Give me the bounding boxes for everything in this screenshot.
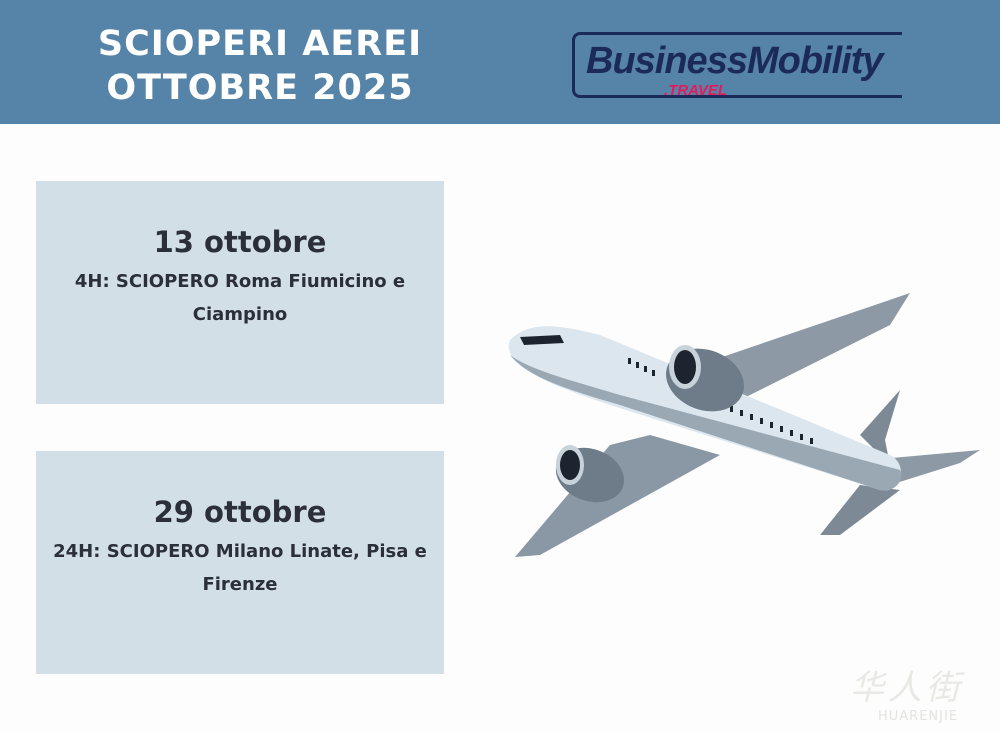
strike-description: 24H: SCIOPERO Milano Linate, Pisa e Fire…	[53, 541, 427, 595]
logo-text: BusinessMobility	[586, 40, 883, 82]
near-wing	[515, 435, 720, 557]
header-banner: SCIOPERI AEREI OTTOBRE 2025 BusinessMobi…	[0, 0, 1000, 124]
strike-card-1: 13 ottobre 4H: SCIOPERO Roma Fiumicino e…	[36, 181, 444, 404]
title-line-2: OTTOBRE 2025	[106, 68, 414, 108]
airplane-illustration	[508, 293, 980, 557]
watermark-latin: HUARENJIE	[878, 709, 959, 724]
stabilizer-lower	[820, 485, 900, 535]
strike-date: 13 ottobre	[153, 225, 327, 259]
page-title: SCIOPERI AEREI OTTOBRE 2025	[60, 22, 460, 110]
strike-card-2: 29 ottobre 24H: SCIOPERO Milano Linate, …	[36, 451, 444, 674]
cockpit-window	[520, 335, 564, 345]
title-line-1: SCIOPERI AEREI	[97, 24, 423, 64]
cabin-windows	[628, 358, 813, 444]
logo-subtext: .TRAVEL	[664, 82, 728, 99]
fuselage-belly	[510, 355, 902, 491]
watermark-chinese: 华人街	[850, 668, 964, 708]
engine-lower	[555, 445, 625, 503]
logo-frame	[572, 32, 902, 98]
engine-upper	[666, 345, 744, 412]
tail-fin	[860, 390, 900, 465]
strike-description: 4H: SCIOPERO Roma Fiumicino e Ciampino	[74, 271, 406, 325]
business-mobility-logo: BusinessMobility .TRAVEL	[572, 32, 912, 100]
strike-date: 29 ottobre	[153, 495, 327, 529]
huarenjie-watermark: 华人街 HUARENJIE	[850, 660, 964, 724]
